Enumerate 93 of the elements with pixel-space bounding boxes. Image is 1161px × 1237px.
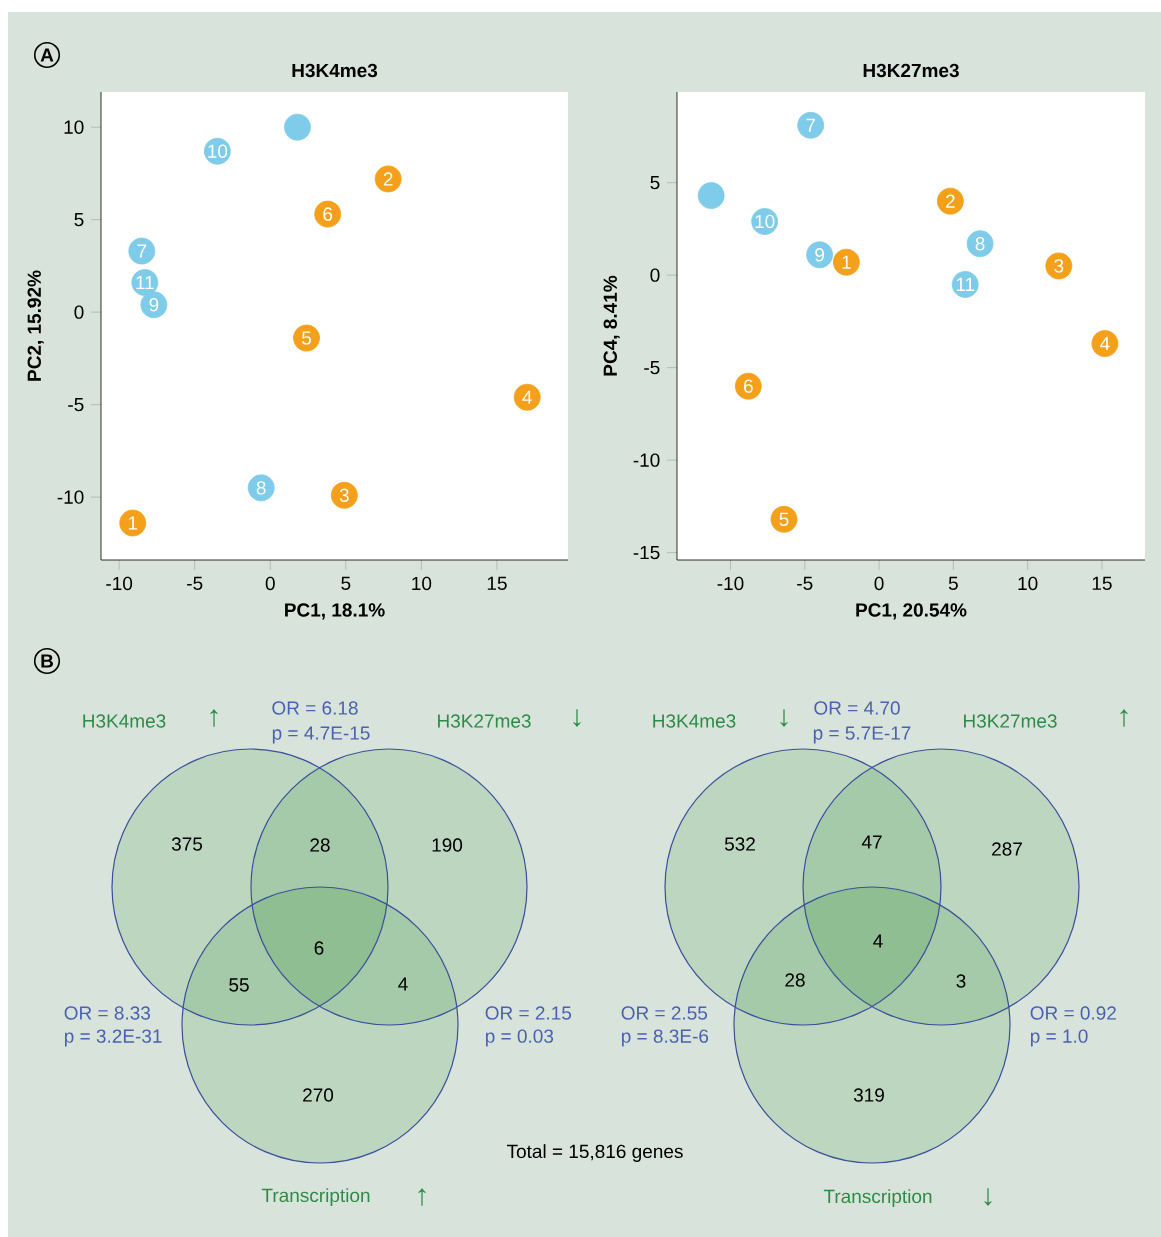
- text: H3K27me3: [438, 714, 531, 728]
- y-tick-label: 0: [650, 268, 660, 282]
- annotation: 11: [136, 275, 154, 290]
- text: 319: [853, 1088, 884, 1102]
- annotation: 2: [383, 172, 393, 186]
- text: Transcription: [823, 1189, 932, 1207]
- text: ↑: [418, 1188, 426, 1206]
- text: ↑: [1120, 709, 1128, 727]
- chart-title: H3K27me3: [863, 63, 959, 78]
- annotation: 2: [946, 194, 955, 208]
- annotation: 7: [137, 244, 147, 258]
- y-axis-title: PC4, 8.41%: [603, 275, 620, 376]
- annotation: 8: [256, 481, 266, 495]
- y-tick-label: 5: [74, 213, 84, 227]
- text: 270: [303, 1088, 334, 1102]
- text: p = 4.7E-15: [272, 726, 370, 744]
- text: 4: [398, 977, 408, 991]
- text: 3: [956, 974, 966, 988]
- text: 28: [785, 973, 805, 987]
- text: H3K4me3: [653, 714, 736, 728]
- text: B: [41, 654, 53, 668]
- text: Transcription: [261, 1188, 370, 1206]
- text: ↑: [210, 709, 218, 727]
- y-tick-label: 0: [74, 305, 84, 319]
- text: p = 0.03: [485, 1029, 554, 1047]
- x-tick-label: 5: [948, 576, 958, 590]
- annotation: 6: [323, 207, 333, 221]
- text: p = 3.2E-31: [64, 1029, 162, 1047]
- text: H3K4me3: [83, 714, 166, 728]
- text: ↓: [780, 709, 788, 727]
- annotation: 10: [755, 214, 775, 229]
- point: [284, 113, 311, 141]
- text: H3K27me3: [964, 714, 1057, 728]
- y-tick-label: -5: [644, 361, 660, 375]
- y-tick-label: -15: [633, 545, 660, 560]
- point: [697, 182, 725, 209]
- annotation: 4: [1100, 337, 1110, 351]
- y-tick-label: -5: [68, 397, 84, 412]
- text: 375: [171, 837, 203, 851]
- text: 190: [432, 838, 463, 852]
- text: OR = 6.18: [272, 701, 358, 715]
- text: 47: [861, 835, 882, 849]
- x-tick-label: -10: [106, 576, 133, 591]
- x-axis-title: PC1, 20.54%: [856, 603, 967, 620]
- x-tick-label: 5: [341, 576, 351, 590]
- x-tick-label: 0: [265, 576, 275, 591]
- text: p = 5.7E-17: [813, 726, 911, 744]
- text: p = 1.0: [1030, 1029, 1088, 1047]
- text: ↓: [573, 709, 581, 727]
- x-tick-label: 10: [1018, 576, 1038, 591]
- text: 6: [314, 941, 324, 955]
- x-tick-label: -5: [187, 576, 203, 590]
- y-tick-label: -10: [633, 453, 660, 467]
- text: 532: [724, 837, 755, 851]
- annotation: 6: [744, 379, 753, 393]
- y-tick-label: -10: [57, 490, 84, 504]
- x-tick-label: 10: [412, 576, 432, 591]
- annotation: 1: [128, 516, 138, 530]
- annotation: 5: [779, 512, 789, 526]
- text: 287: [992, 842, 1022, 856]
- annotation: 8: [975, 236, 985, 251]
- annotation: 9: [815, 248, 824, 262]
- y-tick-label: 5: [650, 176, 660, 190]
- y-tick-label: 10: [64, 120, 84, 134]
- text: 28: [310, 838, 330, 852]
- text: OR = 2.55: [621, 1006, 708, 1020]
- text: 4: [873, 934, 883, 948]
- annotation: 11: [956, 277, 975, 291]
- text: 55: [229, 978, 249, 992]
- annotation: 3: [1054, 259, 1064, 273]
- annotation: 5: [302, 331, 312, 345]
- x-tick-label: 0: [874, 576, 884, 591]
- annotation: 3: [339, 488, 349, 502]
- text: Total = 15,816 genes: [506, 1144, 683, 1162]
- annotation: 9: [149, 298, 159, 312]
- x-tick-label: -5: [797, 576, 813, 590]
- text: ↓: [984, 1188, 992, 1206]
- x-axis-title: PC1, 18.1%: [285, 603, 385, 620]
- annotation: 4: [522, 390, 532, 404]
- y-axis-title: PC2, 15.92%: [27, 270, 44, 381]
- text: p = 8.3E-6: [621, 1029, 709, 1047]
- text: OR = 2.15: [485, 1006, 572, 1020]
- annotation: 10: [208, 144, 228, 158]
- annotation: 1: [842, 255, 851, 269]
- text: OR = 0.92: [1030, 1006, 1116, 1020]
- text: A: [40, 48, 54, 62]
- x-tick-label: 15: [1092, 576, 1112, 590]
- annotation: 7: [806, 118, 816, 132]
- text: OR = 8.33: [64, 1006, 151, 1020]
- x-tick-label: 15: [487, 576, 507, 590]
- x-tick-label: -10: [717, 576, 744, 591]
- chart-title: H3K4me3: [292, 63, 378, 78]
- text: OR = 4.70: [814, 701, 900, 715]
